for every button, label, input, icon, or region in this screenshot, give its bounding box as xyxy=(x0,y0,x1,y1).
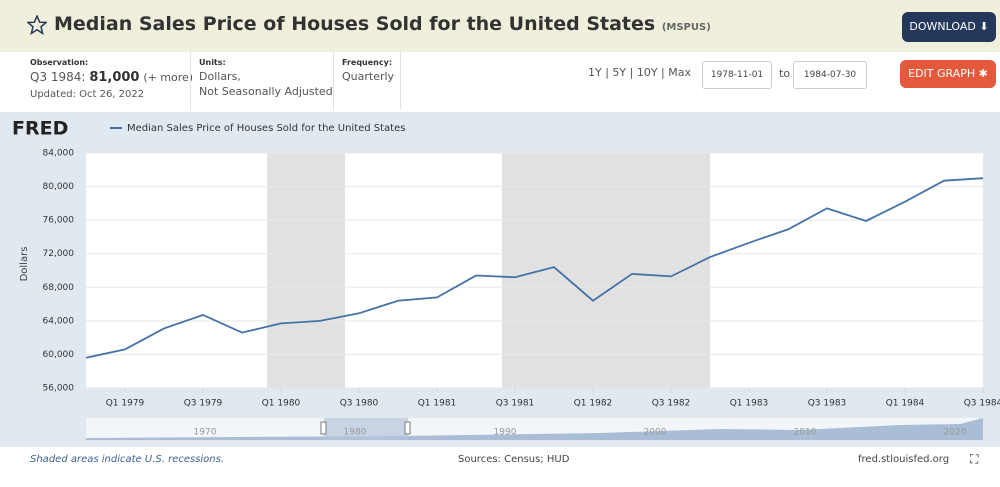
download-button[interactable]: DOWNLOAD ⬇ xyxy=(902,12,996,42)
frequency-value: Quarterly xyxy=(342,70,395,83)
y-tick-label: 64,000 xyxy=(43,316,75,326)
x-tick-label: Q3 1984 xyxy=(964,399,1000,409)
observation-label: Observation: xyxy=(30,58,89,67)
recession-shade xyxy=(502,153,710,388)
units-value: Not Seasonally Adjusted xyxy=(199,85,333,98)
series-id: (MSPUS) xyxy=(661,22,711,33)
chart: FRED Dollars 56,000 60,000 64,000 68,000 72,… xyxy=(0,112,1000,447)
updated: Updated: Oct 26, 2022 xyxy=(30,89,145,100)
navigator-area xyxy=(86,418,983,440)
units-value: Dollars, xyxy=(199,70,241,83)
x-tick-label: Q3 1981 xyxy=(496,399,535,409)
navigator-label: 1970 xyxy=(194,428,217,438)
x-tick-label: Q3 1980 xyxy=(340,399,379,409)
x-tick-label: Q1 1980 xyxy=(262,399,301,409)
y-tick-label: 72,000 xyxy=(43,249,75,259)
start-date[interactable]: 1978-11-01 xyxy=(702,61,772,89)
to-label: to xyxy=(779,67,791,80)
title: Median Sales Price of Houses Sold for th… xyxy=(54,13,711,35)
x-tick-label: Q1 1984 xyxy=(886,399,925,409)
navigator-label: 2000 xyxy=(644,428,667,438)
x-tick-label: Q1 1983 xyxy=(730,399,769,409)
legend-label: Median Sales Price of Houses Sold for th… xyxy=(127,123,405,134)
edit-label: EDIT GRAPH xyxy=(908,67,976,80)
x-tick-label: Q1 1981 xyxy=(418,399,457,409)
units: Units: Dollars, Not Seasonally Adjusted xyxy=(199,58,333,98)
navigator-window[interactable] xyxy=(324,418,408,440)
site[interactable]: fred.stlouisfed.org xyxy=(858,454,950,465)
y-tick-label: 60,000 xyxy=(43,350,75,360)
x-tick-label: Q3 1979 xyxy=(184,399,223,409)
x-tick-label: Q1 1982 xyxy=(574,399,613,409)
recession-note: Shaded areas indicate U.S. recessions. xyxy=(30,454,225,465)
edit-graph-button[interactable]: EDIT GRAPH ✱ xyxy=(900,60,996,88)
header: Median Sales Price of Houses Sold for th… xyxy=(0,0,1000,52)
fullscreen-icon[interactable]: ⛶ xyxy=(970,452,979,466)
frequency: Frequency: Quarterly xyxy=(342,58,394,83)
separator xyxy=(333,52,334,110)
observation-period: Q3 1984: xyxy=(30,70,86,84)
x-tick-label: Q1 1979 xyxy=(106,399,145,409)
observation-value: 81,000 xyxy=(89,70,140,85)
recession-shade xyxy=(267,153,345,388)
navigator-label: 2020 xyxy=(944,428,967,438)
title-text: Median Sales Price of Houses Sold for th… xyxy=(54,13,656,35)
download-label: DOWNLOAD xyxy=(909,20,976,33)
grid xyxy=(86,152,983,389)
range-buttons[interactable]: 1Y | 5Y | 10Y | Max xyxy=(588,66,691,79)
navigator-label: 2010 xyxy=(794,428,817,438)
navigator-handle[interactable] xyxy=(320,421,327,435)
units-label: Units: xyxy=(199,58,226,67)
y-tick-label: 84,000 xyxy=(43,149,75,159)
x-tick-label: Q3 1982 xyxy=(652,399,691,409)
sources: Sources: Census; HUD xyxy=(458,454,570,465)
end-date[interactable]: 1984-07-30 xyxy=(793,61,867,89)
navigator-handle[interactable] xyxy=(404,421,411,435)
y-tick-label: 56,000 xyxy=(43,384,75,394)
x-tick-label: Q3 1983 xyxy=(808,399,847,409)
y-tick-label: 68,000 xyxy=(43,283,75,293)
y-tick-label: 80,000 xyxy=(43,182,75,192)
navigator-label: 1990 xyxy=(494,428,517,438)
navigator-label: 1980 xyxy=(344,428,367,438)
frequency-label: Frequency: xyxy=(342,58,393,67)
y-tick-label: 76,000 xyxy=(43,216,75,226)
separator xyxy=(400,52,401,110)
star-icon[interactable] xyxy=(27,15,47,35)
separator xyxy=(190,52,191,110)
fred-logo: FRED xyxy=(12,118,68,140)
series-line xyxy=(85,177,984,359)
observation: Observation: Q3 1984: 81,000 (+ more) Up… xyxy=(30,58,193,100)
y-axis-label: Dollars xyxy=(19,247,30,282)
more-link[interactable]: (+ more) xyxy=(143,71,194,84)
